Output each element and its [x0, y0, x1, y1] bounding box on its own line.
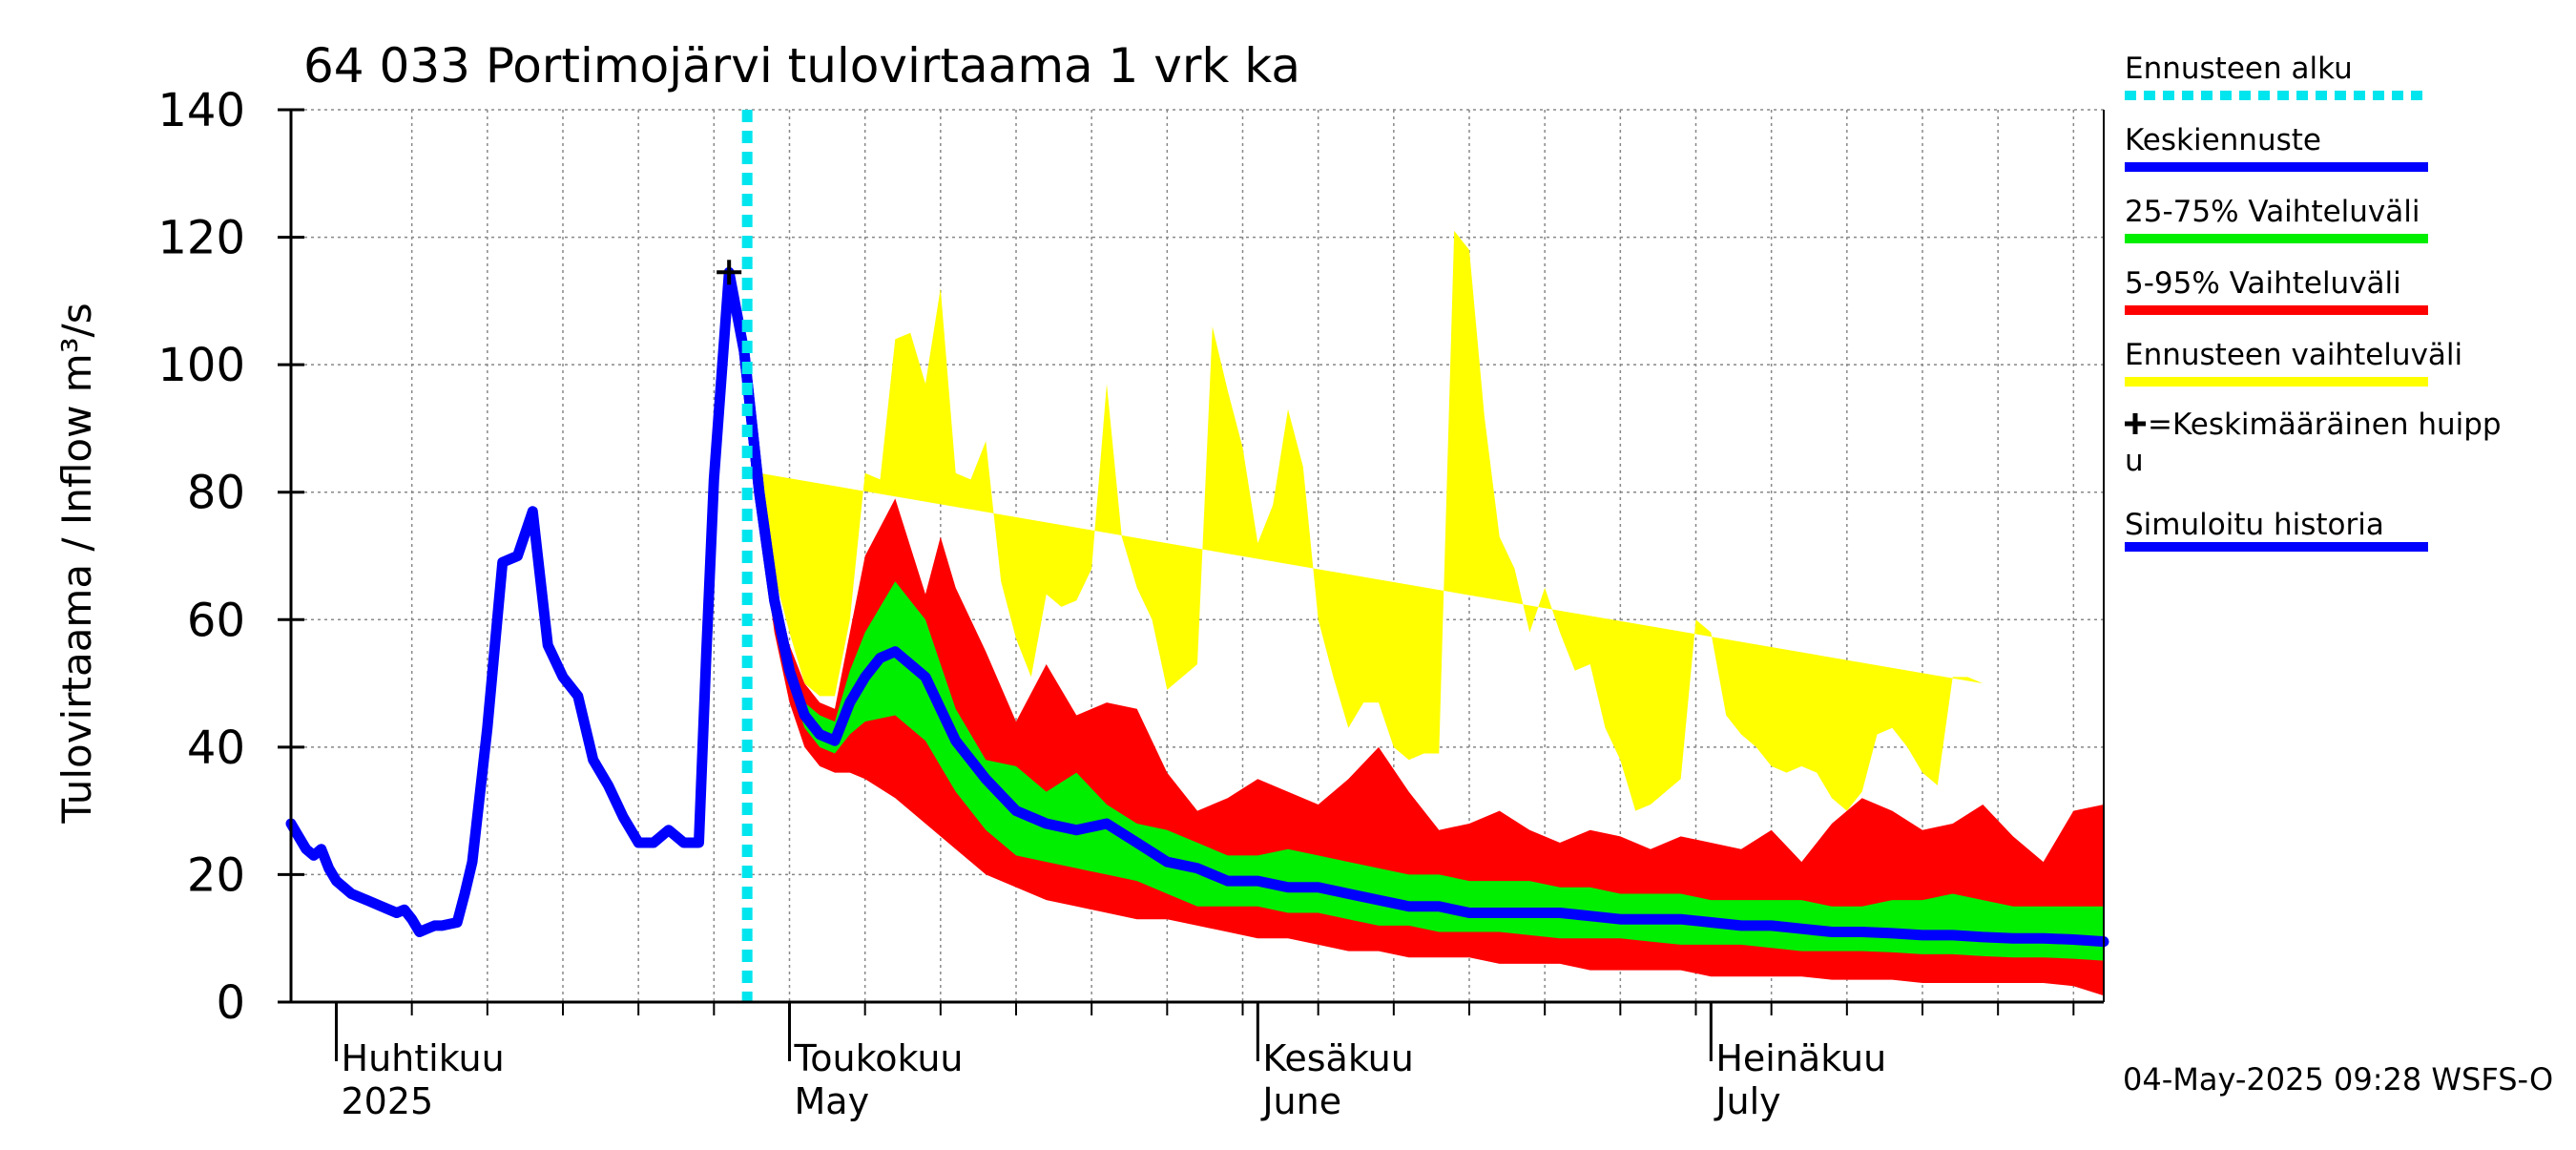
y-tick-label: 60 — [187, 594, 245, 647]
legend-label: 5-95% Vaihteluväli — [2125, 266, 2401, 301]
legend-label: =Keskimääräinen huipp u — [2125, 408, 2502, 478]
y-tick-label: 20 — [187, 848, 245, 902]
legend-label: Keskiennuste — [2125, 123, 2321, 157]
legend-label: Ennusteen alku — [2125, 52, 2353, 86]
legend-label: Simuloitu historia — [2125, 508, 2384, 542]
month-label-en: 2025 — [342, 1080, 434, 1122]
y-tick-label: 140 — [157, 84, 245, 137]
lines-layer — [285, 110, 2109, 1002]
footer-timestamp: 04-May-2025 09:28 WSFS-O — [2123, 1061, 2553, 1098]
y-tick-label: 100 — [157, 339, 245, 392]
y-tick-label: 80 — [187, 467, 245, 520]
y-tick-label: 120 — [157, 212, 245, 265]
legend-layer: Ennusteen alku Keskiennuste 25-75% Vaihtel… — [2125, 52, 2502, 552]
band-25-75 — [758, 486, 2104, 961]
legend-label: Ennusteen vaihteluväli — [2125, 338, 2462, 372]
month-label-en: June — [1260, 1080, 1341, 1122]
band-forecast-range — [758, 230, 1984, 811]
history-line — [285, 266, 795, 937]
month-label-en: May — [795, 1080, 870, 1122]
y-tick-label: 40 — [187, 721, 245, 775]
month-label-fi: Toukokuu — [794, 1037, 964, 1079]
month-label-fi: Kesäkuu — [1262, 1037, 1414, 1079]
legend-label: 25-75% Vaihteluväli — [2125, 195, 2420, 229]
median-line — [738, 346, 2109, 948]
month-label-fi: Huhtikuu — [342, 1037, 505, 1079]
bands-layer — [758, 230, 2104, 996]
month-label-fi: Heinäkuu — [1715, 1037, 1886, 1079]
month-label-en: July — [1714, 1080, 1780, 1122]
y-axis-label: Tulovirtaama / Inflow m³/s — [53, 303, 100, 824]
chart-title: 64 033 Portimojärvi tulovirtaama 1 vrk k… — [303, 38, 1300, 94]
axes-layer — [278, 108, 2105, 1061]
y-tick-label: 0 — [216, 976, 245, 1030]
